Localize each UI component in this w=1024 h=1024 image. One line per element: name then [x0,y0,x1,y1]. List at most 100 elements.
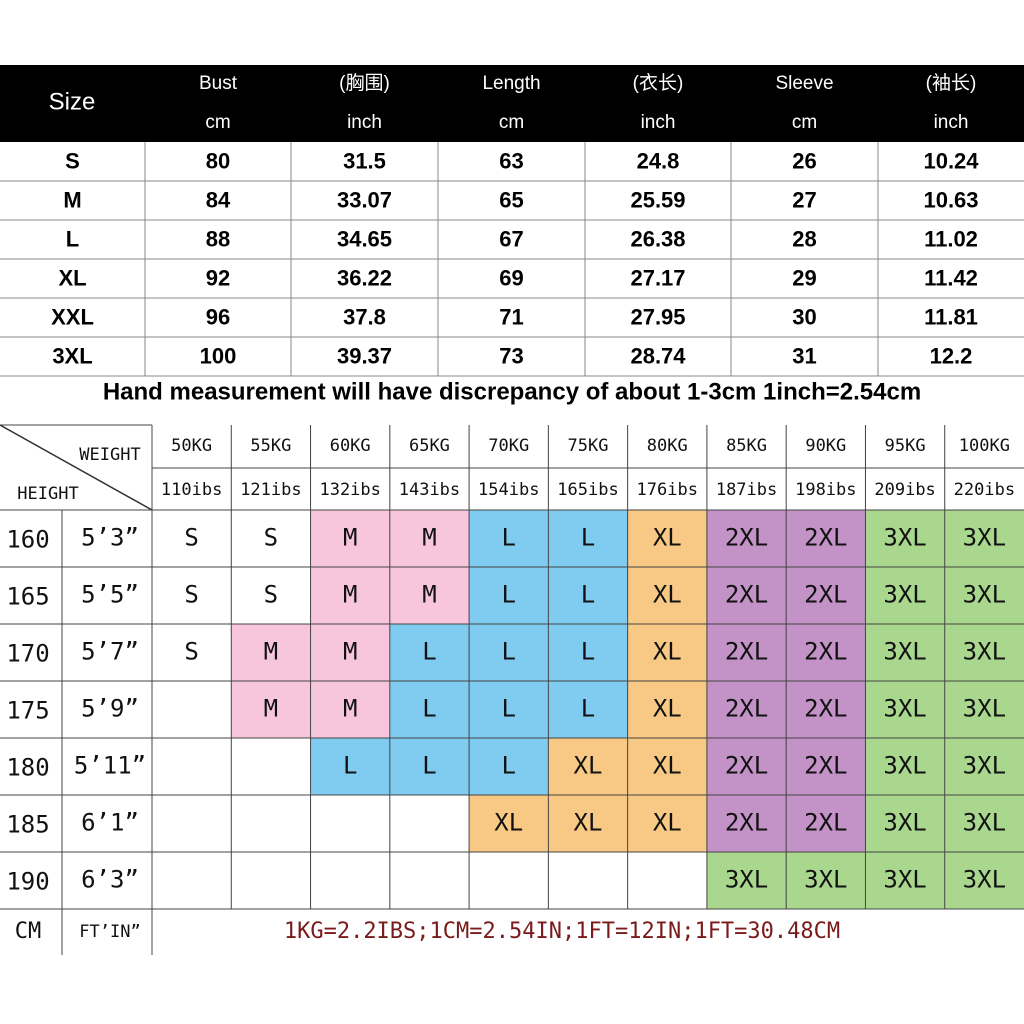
cell: 11.81 [924,304,978,329]
size-cell-bg [865,795,945,852]
size-cell-bg [310,567,390,624]
size-cell-bg [706,852,787,909]
size-cell-bg [786,852,866,909]
cell: 31.5 [343,148,386,173]
cell: 96 [206,304,230,329]
cell: 67 [499,226,523,251]
size-cell: L [502,524,516,552]
size-cell: S [184,524,198,552]
size-cell: XL [653,524,682,552]
size-cell: 2XL [725,752,768,780]
size-cell-bg [152,624,232,681]
size-cell: 2XL [804,752,847,780]
size-cell-bg [865,738,945,795]
size-cell: 3XL [963,695,1006,723]
size-cell: XL [653,638,682,666]
height-ft: 5’3” [81,524,139,552]
size-cell: XXL [51,304,94,329]
size-cell-bg [706,738,787,795]
size-cell: L [502,581,516,609]
size-cell: XL [653,752,682,780]
size-cell-bg [865,624,945,681]
column-label: (袖长) [926,72,977,94]
size-cell: L [422,638,436,666]
size-cell-bg [627,567,707,624]
size-cell-bg [548,567,628,624]
size-cell-bg [389,681,470,738]
size-cell-bg [469,567,549,624]
weight-lbs: 165ibs [557,480,618,500]
weight-lbs: 143ibs [399,480,460,500]
weight-kg: 70KG [488,436,529,456]
size-cell-bg [944,681,1024,738]
size-cell: L [581,524,595,552]
cell: 37.8 [343,304,386,329]
height-cm: 190 [6,868,49,896]
size-cell-bg [469,510,549,567]
size-cell: XL [574,752,603,780]
column-unit: inch [934,112,969,133]
size-cell: L [422,695,436,723]
column-label: (胸围) [339,72,390,94]
footer-ft: FT’IN” [79,922,140,942]
cell: 39.37 [337,343,392,368]
weight-kg: 75KG [568,436,609,456]
column-label: Bust [199,73,238,94]
size-cell: M [63,187,81,212]
size-cell-bg [469,738,549,795]
size-cell-bg [706,624,787,681]
cell: 71 [499,304,523,329]
cell: 27 [792,187,816,212]
size-cell: L [502,752,516,780]
size-cell: XL [653,695,682,723]
height-label: HEIGHT [17,484,78,504]
size-cell-bg [865,567,945,624]
cell: 24.8 [637,148,680,173]
size-cell: 2XL [725,695,768,723]
size-cell: 2XL [804,524,847,552]
cell: 25.59 [630,187,685,212]
size-cell-bg [627,510,707,567]
weight-lbs: 132ibs [319,480,380,500]
size-cell-bg [865,510,945,567]
weight-kg: 85KG [726,436,767,456]
size-cell: M [264,638,278,666]
column-unit: cm [205,112,230,133]
size-cell-bg [469,624,549,681]
weight-lbs: 198ibs [795,480,856,500]
size-cell: 3XL [52,343,92,368]
cell: 12.2 [930,343,973,368]
size-cell-bg [865,681,945,738]
size-cell: 3XL [725,866,768,894]
size-cell: L [343,752,357,780]
weight-kg: 60KG [330,436,371,456]
size-cell-bg [944,510,1024,567]
weight-lbs: 154ibs [478,480,539,500]
size-cell: 3XL [883,581,926,609]
weight-kg: 100KG [959,436,1010,456]
size-cell: 3XL [883,638,926,666]
cell: 26 [792,148,816,173]
size-cell-bg [231,681,311,738]
weight-kg: 55KG [250,436,291,456]
size-cell: 3XL [804,866,847,894]
height-cm: 175 [6,697,49,725]
size-cell-bg [469,795,549,852]
cell: 28.74 [630,343,686,368]
size-cell-bg [944,624,1024,681]
cell: 36.22 [337,265,392,290]
size-cell-bg [310,510,390,567]
size-cell: S [65,148,80,173]
size-cell: 3XL [883,809,926,837]
height-ft: 5’5” [81,581,139,609]
size-cell-bg [548,795,628,852]
size-cell: L [581,581,595,609]
size-cell: 2XL [804,809,847,837]
size-cell-bg [786,624,866,681]
column-unit: cm [792,112,817,133]
size-cell: 3XL [883,524,926,552]
size-cell: 2XL [804,695,847,723]
size-cell: 3XL [963,866,1006,894]
size-cell-bg [152,510,232,567]
size-cell-bg [627,681,707,738]
